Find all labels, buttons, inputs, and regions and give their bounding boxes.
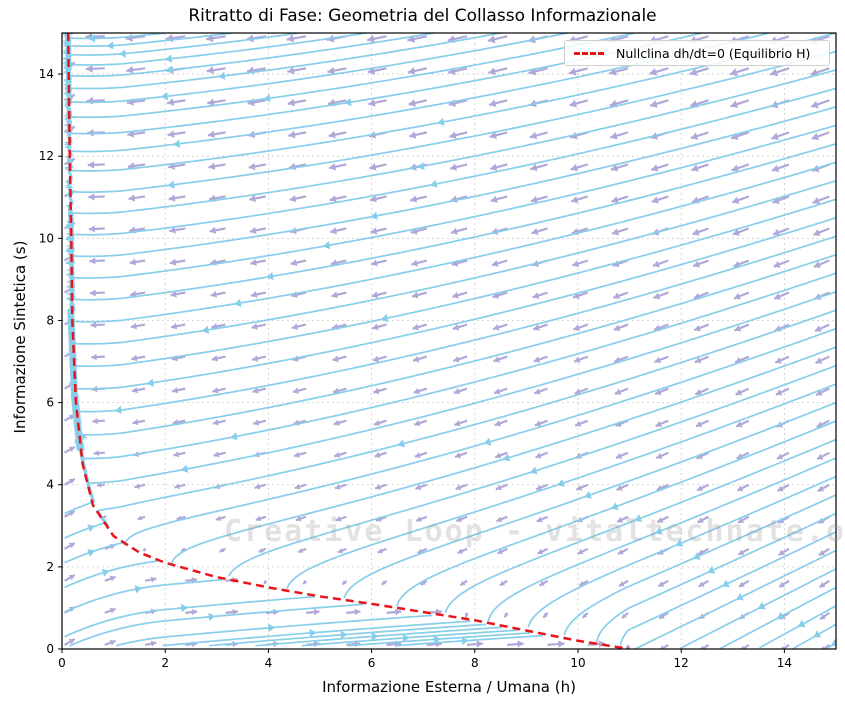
x-tick-label: 14 bbox=[777, 656, 792, 670]
legend-dashed-line-icon bbox=[574, 51, 604, 55]
y-axis-label: Informazione Sintetica (s) bbox=[11, 240, 29, 434]
x-tick-label: 12 bbox=[674, 656, 689, 670]
x-tick-label: 8 bbox=[471, 656, 479, 670]
x-tick-label: 10 bbox=[570, 656, 585, 670]
y-tick-label: 4 bbox=[46, 478, 54, 492]
x-axis-label: Informazione Esterna / Umana (h) bbox=[322, 678, 576, 696]
y-tick-label: 12 bbox=[39, 149, 54, 163]
axis-ticks: 0 2 4 6 8 10 12 14 0 2 4 6 8 10 12 14 bbox=[39, 67, 792, 670]
y-tick-label: 14 bbox=[39, 67, 54, 81]
y-tick-label: 10 bbox=[39, 231, 54, 245]
x-tick-label: 0 bbox=[58, 656, 66, 670]
watermark: Creative Loop - vitaltechnate.org bbox=[224, 514, 845, 549]
nullcline-curve bbox=[66, 33, 630, 649]
y-tick-label: 2 bbox=[46, 560, 54, 574]
axes-frame bbox=[61, 32, 837, 650]
chart-title: Ritratto di Fase: Geometria del Collasso… bbox=[188, 6, 657, 26]
y-tick-label: 8 bbox=[46, 313, 54, 327]
y-tick-label: 6 bbox=[46, 396, 54, 410]
quiver-arrows bbox=[64, 33, 830, 649]
x-tick-label: 2 bbox=[161, 656, 169, 670]
x-tick-label: 6 bbox=[368, 656, 376, 670]
x-tick-label: 4 bbox=[265, 656, 273, 670]
legend: Nullclina dh/dt=0 (Equilibrio H) bbox=[564, 40, 830, 66]
y-tick-label: 0 bbox=[46, 642, 54, 656]
streamlines bbox=[62, 33, 836, 649]
legend-label: Nullclina dh/dt=0 (Equilibrio H) bbox=[616, 45, 811, 61]
